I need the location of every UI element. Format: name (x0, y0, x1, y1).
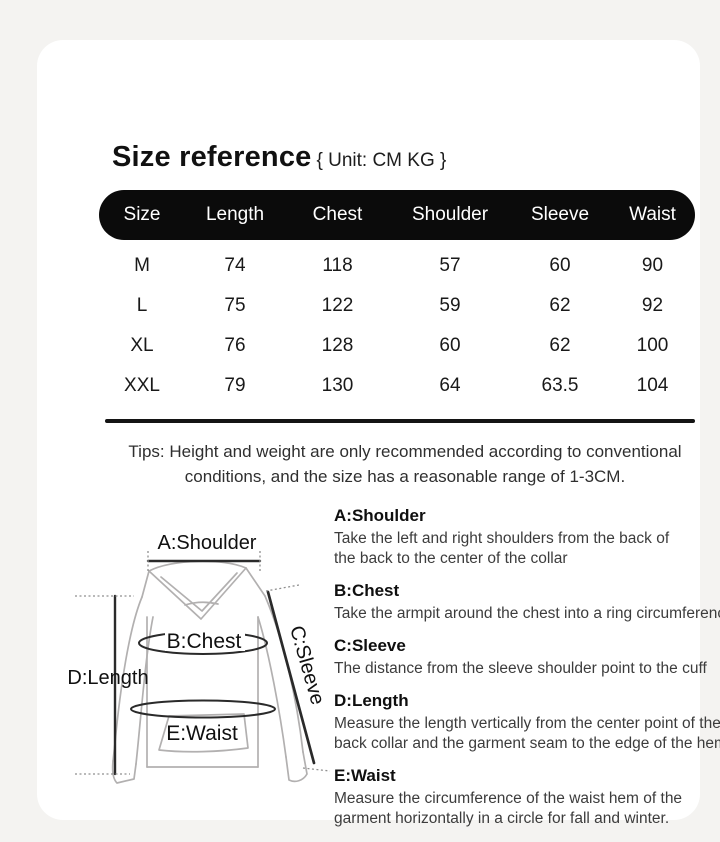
waist-measure-ellipse (130, 699, 276, 719)
column-header-waist: Waist (629, 204, 676, 225)
table-row-l: L 75 122 59 62 92 (99, 286, 695, 326)
guide-section-waist: E:Waist Measure the circumference of the… (334, 766, 720, 829)
table-row-m: M 74 118 57 60 90 (99, 246, 695, 286)
shoulder-value: 57 (439, 255, 461, 276)
guide-section-length: D:Length Measure the length vertically f… (334, 691, 720, 754)
shoulder-value: 60 (439, 335, 461, 356)
sleeve-value: 62 (549, 295, 571, 316)
length-value: 76 (224, 335, 246, 356)
guide-heading: D:Length (334, 691, 409, 710)
sleeve-label: C:Sleeve (285, 623, 329, 707)
measure-guide: A:Shoulder Take the left and right shoul… (334, 506, 720, 841)
size-table: Size Length Chest Shoulder Sleeve Waist … (99, 190, 695, 406)
size-table-body: M 74 118 57 60 90 L 75 122 59 62 92 XL (99, 246, 695, 406)
size-value: XXL (124, 375, 160, 396)
waist-value: 90 (641, 255, 664, 276)
length-label: D:Length (67, 667, 148, 689)
tips-note: Tips: Height and weight are only recomme… (128, 442, 682, 486)
guide-body: Take the left and right shoulders from t… (334, 530, 670, 567)
length-value: 79 (224, 375, 246, 396)
sleeve-measure-line (266, 590, 316, 765)
column-header-size: Size (123, 204, 161, 225)
table-row-xl: XL 76 128 60 62 100 (99, 326, 695, 366)
page-title: Size reference (112, 141, 312, 173)
waist-label: E:Waist (166, 722, 238, 745)
shoulder-label: A:Shoulder (158, 532, 257, 554)
chest-value: 118 (322, 255, 353, 276)
length-value: 75 (224, 295, 246, 316)
column-header-sleeve: Sleeve (530, 204, 590, 225)
guide-section-shoulder: A:Shoulder Take the left and right shoul… (334, 506, 720, 569)
hoodie-measurement-diagram: A:Shoulder D:Length C:Sleeve B:Chest E:W… (67, 532, 331, 784)
unit-note: { Unit: CM KG } (316, 150, 447, 171)
table-bottom-divider (105, 419, 695, 423)
waist-value: 92 (641, 295, 664, 316)
title-row: Size reference { Unit: CM KG } (112, 141, 446, 174)
guide-section-chest: B:Chest Take the armpit around the chest… (334, 581, 720, 624)
chest-value: 130 (321, 375, 354, 396)
guide-body: Measure the length vertically from the c… (334, 715, 720, 752)
guide-heading: E:Waist (334, 766, 396, 785)
guide-body: Take the armpit around the chest into a … (334, 605, 720, 622)
shoulder-value: 64 (439, 375, 461, 396)
chest-value: 128 (321, 335, 354, 356)
hoodie-outline (111, 560, 308, 784)
waist-value: 104 (636, 375, 669, 396)
diagram-labels: A:Shoulder D:Length C:Sleeve B:Chest E:W… (67, 532, 328, 745)
column-header-chest: Chest (312, 204, 363, 225)
content-card: Size reference { Unit: CM KG } Size Leng… (37, 40, 720, 827)
waist-value: 100 (636, 335, 669, 356)
size-value: L (136, 295, 148, 316)
measure-ticks (75, 551, 331, 775)
chest-value: 122 (321, 295, 354, 316)
sleeve-value: 63.5 (541, 375, 579, 396)
length-value: 74 (224, 255, 246, 276)
guide-body: Measure the circumference of the waist h… (334, 790, 683, 827)
guide-body: The distance from the sleeve shoulder po… (334, 660, 707, 677)
table-row-xxl: XXL 79 130 64 63.5 104 (99, 366, 695, 406)
chest-label: B:Chest (167, 630, 242, 653)
guide-heading: B:Chest (334, 581, 400, 600)
guide-heading: A:Shoulder (334, 506, 426, 525)
column-header-shoulder: Shoulder (411, 204, 489, 225)
sleeve-value: 60 (549, 255, 571, 276)
column-header-length: Length (205, 204, 265, 225)
chest-label-backing (165, 628, 245, 651)
size-table-header: Size Length Chest Shoulder Sleeve Waist (99, 190, 695, 240)
size-value: XL (130, 335, 154, 356)
size-value: M (134, 255, 150, 276)
guide-section-sleeve: C:Sleeve The distance from the sleeve sh… (334, 636, 720, 679)
shoulder-value: 59 (439, 295, 461, 316)
guide-heading: C:Sleeve (334, 636, 406, 655)
sleeve-value: 62 (549, 335, 571, 356)
measure-marks (113, 559, 316, 776)
